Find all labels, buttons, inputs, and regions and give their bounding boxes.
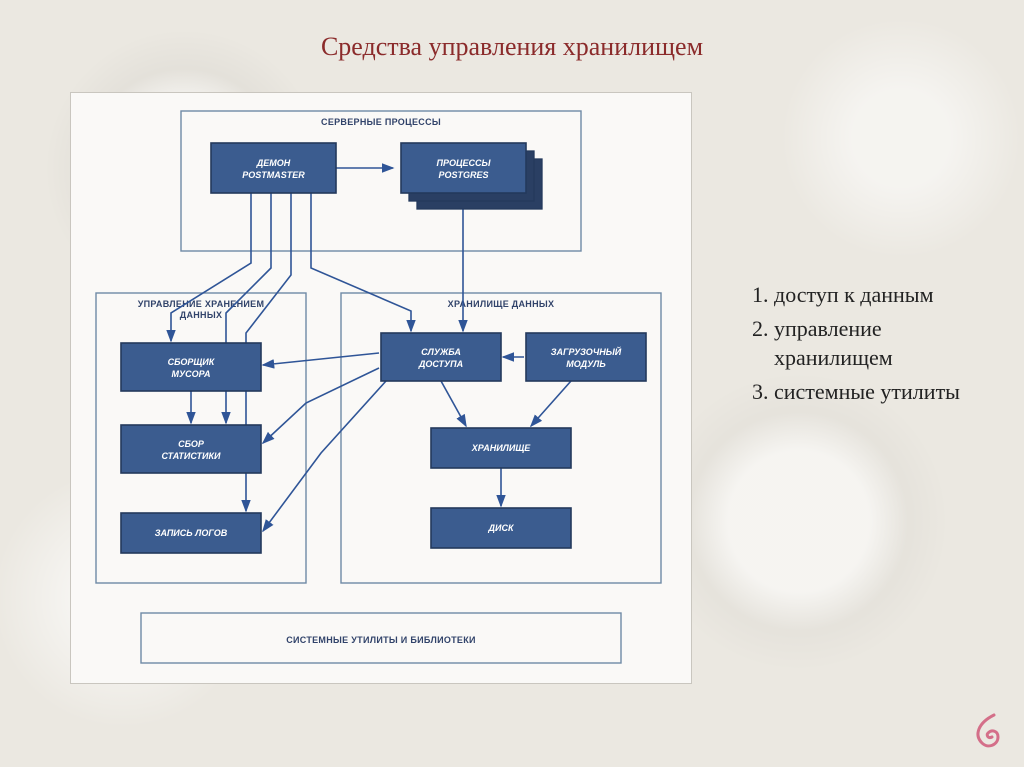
architecture-diagram: СЕРВЕРНЫЕ ПРОЦЕССЫ УПРАВЛЕНИЕ ХРАНЕНИЕМДА… [71, 93, 691, 683]
svg-text:ДАННЫХ: ДАННЫХ [180, 310, 223, 320]
node-boot: ЗАГРУЗОЧНЫЙ МОДУЛЬ [526, 333, 646, 381]
feature-list-item: управление хранилищем [774, 314, 1000, 373]
svg-text:СЛУЖБА: СЛУЖБА [421, 347, 461, 357]
svg-text:СБОР: СБОР [178, 439, 205, 449]
node-postgres: ПРОЦЕССЫ POSTGRES [401, 143, 542, 209]
feature-list-item: доступ к данным [774, 280, 1000, 310]
edge-postmaster-access [311, 193, 411, 331]
svg-text:ПРОЦЕССЫ: ПРОЦЕССЫ [436, 158, 491, 168]
feature-list-item: системные утилиты [774, 377, 1000, 407]
group-label: СЕРВЕРНЫЕ ПРОЦЕССЫ [321, 117, 441, 127]
svg-text:ДИСК: ДИСК [487, 523, 514, 533]
node-stats: СБОР СТАТИСТИКИ [121, 425, 261, 473]
group-label: УПРАВЛЕНИЕ ХРАНЕНИЕМ [138, 299, 265, 309]
flourish-icon [964, 709, 1008, 753]
svg-text:ЗАПИСЬ ЛОГОВ: ЗАПИСЬ ЛОГОВ [155, 528, 228, 538]
svg-text:СТАТИСТИКИ: СТАТИСТИКИ [161, 451, 221, 461]
svg-text:ДОСТУПА: ДОСТУПА [418, 359, 463, 369]
node-postmaster: ДЕМОН POSTMASTER [211, 143, 336, 193]
svg-text:МУСОРА: МУСОРА [171, 369, 210, 379]
node-logs: ЗАПИСЬ ЛОГОВ [121, 513, 261, 553]
svg-text:СБОРЩИК: СБОРЩИК [168, 357, 216, 367]
svg-text:МОДУЛЬ: МОДУЛЬ [566, 359, 606, 369]
edge-boot-store [531, 381, 571, 426]
edge-access-logs [263, 381, 386, 531]
svg-text:ДЕМОН: ДЕМОН [256, 158, 291, 168]
svg-text:ЗАГРУЗОЧНЫЙ: ЗАГРУЗОЧНЫЙ [551, 346, 622, 357]
edge-access-collector [263, 353, 379, 365]
node-collector: СБОРЩИК МУСОРА [121, 343, 261, 391]
edge-access-stats [263, 368, 379, 443]
page-title: Средства управления хранилищем [0, 32, 1024, 62]
node-store: ХРАНИЛИЩЕ [431, 428, 571, 468]
svg-text:POSTMASTER: POSTMASTER [242, 170, 305, 180]
node-disk: ДИСК [431, 508, 571, 548]
edge-access-store [441, 381, 466, 426]
feature-list: доступ к данным управление хранилищем сист… [740, 280, 1000, 411]
group-label: СИСТЕМНЫЕ УТИЛИТЫ И БИБЛИОТЕКИ [286, 635, 476, 645]
svg-text:ХРАНИЛИЩЕ: ХРАНИЛИЩЕ [471, 443, 531, 453]
svg-text:POSTGRES: POSTGRES [438, 170, 488, 180]
diagram-panel: СЕРВЕРНЫЕ ПРОЦЕССЫ УПРАВЛЕНИЕ ХРАНЕНИЕМДА… [70, 92, 692, 684]
node-access: СЛУЖБА ДОСТУПА [381, 333, 501, 381]
